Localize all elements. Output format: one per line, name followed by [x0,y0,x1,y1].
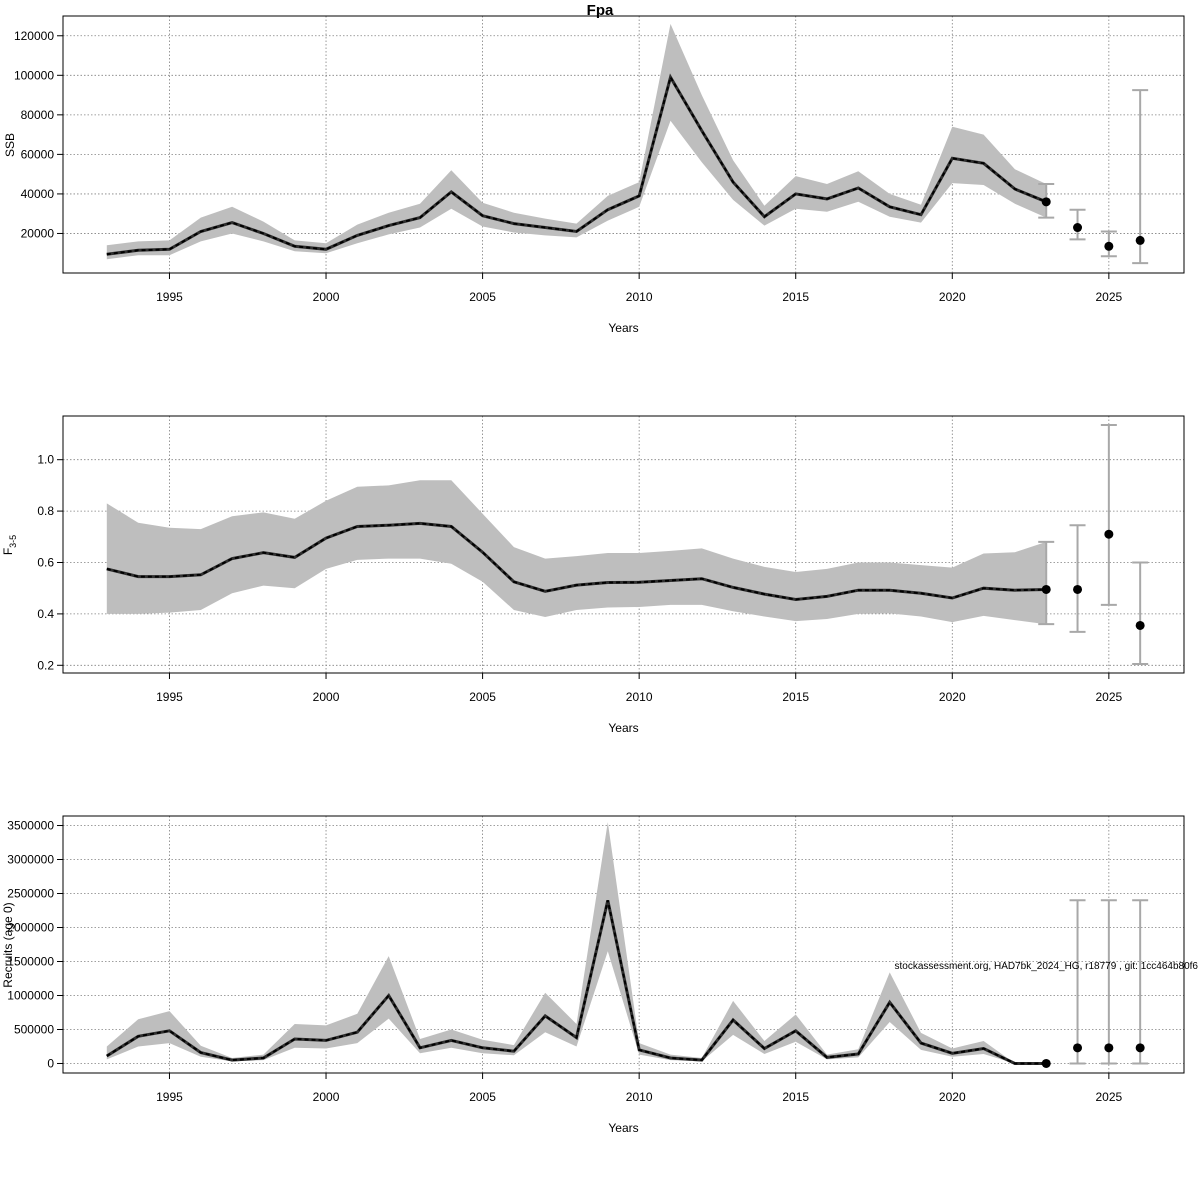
ssb-y-axis: 20000 40000 60000 80000 100000 120000 [14,29,63,240]
f-x-tick-label-2025: 2025 [1095,690,1122,704]
recruits-x-tick-label-2000: 2000 [313,1090,340,1104]
ssb-forecast-point-2024 [1073,223,1083,233]
recruits-y-tick-label-0: 0 [47,1056,54,1070]
f-forecast-point-2024 [1073,584,1083,594]
recruits-x-tick-label-2005: 2005 [469,1090,496,1104]
f-forecast-point-2023 [1041,584,1051,594]
recruits-x-axis-title: Years [608,1121,638,1135]
recruits-confidence-band [106,822,1047,1064]
f-x-tick-label-2010: 2010 [626,690,653,704]
ssb-forecast-point-2025 [1104,241,1114,251]
f-x-tick-label-2000: 2000 [313,690,340,704]
ssb-x-tick-label-2020: 2020 [939,290,966,304]
f-plot-frame [62,415,1185,674]
ssb-x-tick-label-2010: 2010 [626,290,653,304]
recruits-x-tick-label-2020: 2020 [939,1090,966,1104]
recruits-x-tick-label-1995: 1995 [156,1090,183,1104]
f-y-tick-label-2: 0.6 [37,555,54,569]
f-forecast [1038,423,1149,666]
ssb-x-tick-label-2000: 2000 [313,290,340,304]
ssb-gridlines [63,16,1184,273]
f-band-area [106,480,1047,625]
f-y-axis-title: F3-5 [1,535,18,555]
ssb-x-tick-label-2005: 2005 [469,290,496,304]
ssb-x-tick-label-2025: 2025 [1095,290,1122,304]
recruits-y-axis-title: Recruits (age 0) [1,902,15,987]
recruits-x-tick-label-2025: 2025 [1095,1090,1122,1104]
recruits-y-axis: 0 500000 1000000 1500000 2000000 2500000 30000… [7,819,63,1070]
f-y-tick-label-4: 1.0 [37,453,54,467]
recruits-y-tick-label-7: 3500000 [7,819,54,833]
ssb-x-axis-title: Years [608,321,638,335]
f-confidence-band [106,480,1047,625]
f-forecast-point-2026 [1135,620,1145,630]
recruits-y-tick-label-5: 2500000 [7,887,54,901]
f-estimate-line-dashed [106,522,1047,601]
ssb-x-tick-label-2015: 2015 [782,290,809,304]
recruits-estimate-line [106,899,1047,1065]
ssb-x-tick-label-1995: 1995 [156,290,183,304]
recruits-plot-frame [62,815,1185,1074]
f-x-tick-label-1995: 1995 [156,690,183,704]
f-y-axis-title-main: F [1,548,15,555]
recruits-forecast-point-2023 [1041,1058,1051,1068]
ssb-y-tick-label-2: 60000 [21,147,55,161]
recruits-band-area [106,822,1047,1064]
f-y-tick-label-1: 0.4 [37,607,54,621]
recruits-x-axis: 1995 2000 2005 2010 2015 2020 2025 [156,1073,1123,1104]
recruits-y-tick-label-4: 2000000 [7,921,54,935]
ssb-x-axis: 1995 2000 2005 2010 2015 2020 2025 [156,273,1123,304]
figure-title: Fpa [587,2,614,19]
ssb-panel: 1995 2000 2005 2010 2015 2020 2025 20000 40000 6… [3,15,1185,335]
recruits-forecast [1041,899,1149,1068]
ssb-forecast-point-2026 [1135,235,1145,245]
f-x-tick-label-2005: 2005 [469,690,496,704]
ssb-y-tick-label-5: 120000 [14,29,54,43]
f-y-tick-label-0: 0.2 [37,658,54,672]
f-y-axis-title-subscript: 3-5 [8,535,18,548]
recruits-forecast-point-2025 [1104,1043,1114,1053]
recruits-panel: 1995 2000 2005 2010 2015 2020 2025 0 500000 1000… [1,815,1185,1135]
recruits-x-tick-label-2015: 2015 [782,1090,809,1104]
credit-text: stockassessment.org, HAD7bk_2024_HG, r18… [894,961,1198,972]
ssb-forecast-point-2023 [1041,197,1051,207]
ssb-y-tick-label-0: 20000 [21,226,55,240]
f-x-tick-label-2020: 2020 [939,690,966,704]
ssb-y-axis-title: SSB [3,133,17,157]
ssb-band-area [106,23,1047,260]
ssb-forecast [1038,89,1149,265]
f-panel: 1995 2000 2005 2010 2015 2020 2025 0.20.40.60.… [1,415,1185,735]
f-forecast-point-2025 [1104,529,1114,539]
recruits-y-tick-label-2: 1000000 [7,988,54,1002]
recruits-estimate-line-solid [106,899,1047,1065]
recruits-y-tick-label-3: 1500000 [7,954,54,968]
f-estimate-line [106,521,1047,602]
ssb-estimate-line-dashed [106,74,1047,256]
ssb-confidence-band [106,23,1047,260]
recruits-x-tick-label-2010: 2010 [626,1090,653,1104]
f-x-tick-label-2015: 2015 [782,690,809,704]
recruits-estimate-line-dashed [106,900,1047,1065]
f-y-axis: 0.2 0.4 0.6 0.8 1.0 [37,453,63,672]
ssb-estimate-line [106,73,1047,256]
ssb-y-tick-label-3: 80000 [21,108,55,122]
f-gridlines [63,416,1184,673]
f-y-tick-label-3: 0.8 [37,504,54,518]
recruits-forecast-point-2024 [1073,1043,1083,1053]
recruits-y-tick-label-6: 3000000 [7,853,54,867]
ssb-y-tick-label-1: 40000 [21,187,55,201]
recruits-forecast-point-2026 [1135,1043,1145,1053]
f-x-axis-title: Years [608,721,638,735]
ssb-plot-frame [62,15,1185,274]
ssb-y-tick-label-4: 100000 [14,68,54,82]
recruits-y-tick-label-1: 500000 [14,1022,54,1036]
f-x-axis: 1995 2000 2005 2010 2015 2020 2025 [156,673,1123,704]
